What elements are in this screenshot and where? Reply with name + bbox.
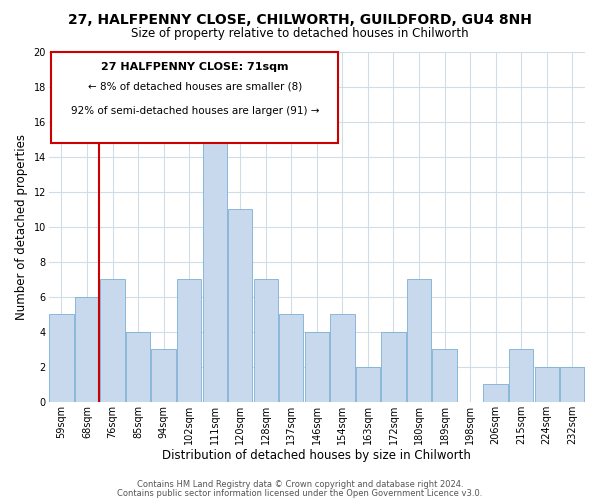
Bar bbox=[382, 332, 406, 402]
Bar bbox=[356, 367, 380, 402]
Y-axis label: Number of detached properties: Number of detached properties bbox=[15, 134, 28, 320]
Bar bbox=[509, 349, 533, 402]
Text: Contains public sector information licensed under the Open Government Licence v3: Contains public sector information licen… bbox=[118, 488, 482, 498]
Bar bbox=[203, 122, 227, 402]
Bar bbox=[279, 314, 304, 402]
Bar bbox=[151, 349, 176, 402]
Text: Contains HM Land Registry data © Crown copyright and database right 2024.: Contains HM Land Registry data © Crown c… bbox=[137, 480, 463, 489]
Bar bbox=[49, 314, 74, 402]
Bar bbox=[407, 279, 431, 402]
Bar bbox=[177, 279, 201, 402]
Bar bbox=[254, 279, 278, 402]
FancyBboxPatch shape bbox=[52, 52, 338, 142]
Bar bbox=[100, 279, 125, 402]
Text: 27 HALFPENNY CLOSE: 71sqm: 27 HALFPENNY CLOSE: 71sqm bbox=[101, 62, 289, 72]
Bar bbox=[535, 367, 559, 402]
Text: ← 8% of detached houses are smaller (8): ← 8% of detached houses are smaller (8) bbox=[88, 82, 302, 92]
Bar bbox=[484, 384, 508, 402]
Bar bbox=[305, 332, 329, 402]
Text: Size of property relative to detached houses in Chilworth: Size of property relative to detached ho… bbox=[131, 28, 469, 40]
Bar bbox=[75, 296, 99, 402]
Text: 27, HALFPENNY CLOSE, CHILWORTH, GUILDFORD, GU4 8NH: 27, HALFPENNY CLOSE, CHILWORTH, GUILDFOR… bbox=[68, 12, 532, 26]
Bar bbox=[228, 209, 253, 402]
Bar bbox=[330, 314, 355, 402]
X-axis label: Distribution of detached houses by size in Chilworth: Distribution of detached houses by size … bbox=[163, 450, 471, 462]
Text: 92% of semi-detached houses are larger (91) →: 92% of semi-detached houses are larger (… bbox=[71, 106, 319, 116]
Bar bbox=[560, 367, 584, 402]
Bar bbox=[433, 349, 457, 402]
Bar bbox=[126, 332, 150, 402]
